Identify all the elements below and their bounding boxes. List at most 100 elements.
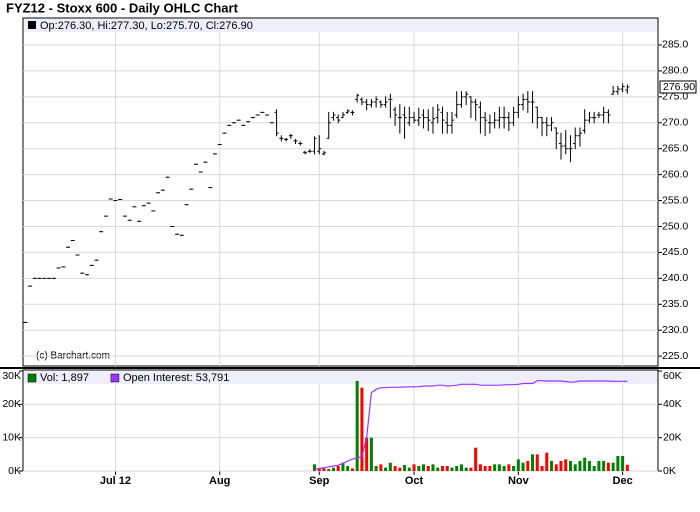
marks: Jul 12 Aug Sep Oct Nov Dec 225.0 230.0 235.0 240.…	[2, 32, 697, 487]
y2-tick-label: 0K	[663, 465, 676, 477]
y2-tick-label: 40K	[663, 398, 682, 410]
legend-swatch	[27, 373, 37, 383]
x-tick-label: Aug	[209, 475, 230, 487]
volume-bar	[317, 469, 321, 471]
volume-bar	[535, 454, 539, 471]
volume-bar	[483, 466, 487, 471]
volume-bar	[422, 464, 426, 471]
ohlc-legend: Op:276.30, Hi:277.30, Lo:275.70, Cl:276.…	[40, 20, 253, 32]
legend-label: Open Interest: 53,791	[123, 372, 229, 384]
x-tick-label: Sep	[309, 475, 329, 487]
y-tick-label: 20K	[2, 398, 21, 410]
volume-bar	[526, 461, 530, 471]
volume-bar	[592, 466, 596, 471]
volume-bar	[606, 462, 610, 471]
volume-bar	[507, 464, 511, 471]
volume-bar	[625, 464, 629, 471]
volume-bar	[478, 464, 482, 471]
y-tick-label: 250.0	[662, 220, 688, 232]
volume-bar	[583, 457, 587, 471]
volume-bar	[331, 467, 335, 471]
volume-bar	[497, 464, 501, 471]
volume-bar	[346, 466, 350, 471]
volume-bar	[393, 466, 397, 471]
volume-bar	[327, 469, 331, 471]
volume-bar	[597, 461, 601, 471]
volume-bar	[568, 461, 572, 471]
price-header	[24, 19, 657, 32]
volume-bar	[360, 387, 364, 471]
volume-bar	[384, 467, 388, 471]
volume-bar	[426, 466, 430, 471]
y-tick-label: 240.0	[662, 272, 688, 284]
legend-swatch	[110, 373, 120, 383]
x-tick-label: Oct	[405, 475, 424, 487]
volume-bar	[374, 466, 378, 471]
y-tick-label: 10K	[2, 431, 21, 443]
volume-bar	[512, 466, 516, 471]
legend-label: Vol: 1,897	[40, 372, 89, 384]
volume-bar	[616, 456, 620, 471]
x-tick-label: Dec	[613, 475, 633, 487]
volume-bar	[474, 447, 478, 471]
volume-bar	[545, 452, 549, 471]
y-tick-label: 30K	[2, 370, 21, 382]
y-tick-label: 225.0	[662, 350, 688, 362]
volume-header	[24, 371, 657, 384]
volume-bar	[398, 467, 402, 471]
y-tick-label: 255.0	[662, 194, 688, 206]
y-tick-label: 280.0	[662, 65, 688, 77]
volume-bar	[578, 461, 582, 471]
volume-bar	[407, 467, 411, 471]
volume-bar	[540, 466, 544, 471]
volume-bar	[365, 437, 369, 471]
volume-bar	[355, 381, 359, 471]
volume-bar	[521, 462, 525, 471]
volume-bar	[313, 464, 317, 471]
volume-bar	[573, 464, 577, 471]
chart-title: FYZ12 - Stoxx 600 - Daily OHLC Chart	[6, 0, 239, 15]
volume-bar	[455, 466, 459, 471]
x-tick-label: Nov	[508, 475, 530, 487]
volume-bar	[336, 466, 340, 471]
y-tick-label: 230.0	[662, 324, 688, 336]
volume-bar	[464, 467, 468, 471]
y2-tick-label: 60K	[663, 370, 682, 382]
volume-bar	[469, 467, 473, 471]
volume-bar	[602, 461, 606, 471]
y-tick-label: 275.0	[662, 91, 688, 103]
volume-bar	[564, 459, 568, 471]
volume-bar	[550, 461, 554, 471]
last-price-label: 276.90	[663, 81, 695, 93]
volume-bar	[369, 437, 373, 471]
volume-bar	[493, 464, 497, 471]
volume-bar	[488, 466, 492, 471]
volume-bar	[531, 454, 535, 471]
volume-bar	[621, 456, 625, 471]
volume-bar	[341, 462, 345, 471]
volume-bar	[412, 464, 416, 471]
volume-bar	[322, 468, 326, 471]
y-tick-label: 235.0	[662, 298, 688, 310]
volume-bar	[403, 465, 407, 471]
price-panel	[22, 17, 659, 367]
volume-bar	[459, 464, 463, 471]
volume-bar	[502, 466, 506, 471]
volume-bar	[417, 466, 421, 471]
volume-bar	[436, 467, 440, 471]
volume-bar	[388, 462, 392, 471]
volume-bar	[587, 461, 591, 471]
y-tick-label: 265.0	[662, 142, 688, 154]
y-tick-label: 285.0	[662, 39, 688, 51]
volume-panel	[22, 369, 659, 472]
volume-bar	[431, 464, 435, 471]
volume-bar	[450, 467, 454, 471]
volume-bar	[611, 462, 615, 471]
volume-bar	[350, 468, 354, 471]
volume-bar	[379, 464, 383, 471]
y2-tick-label: 20K	[663, 431, 682, 443]
volume-bar	[516, 459, 520, 471]
volume-bar	[440, 466, 444, 471]
x-tick-label: Jul 12	[100, 475, 131, 487]
